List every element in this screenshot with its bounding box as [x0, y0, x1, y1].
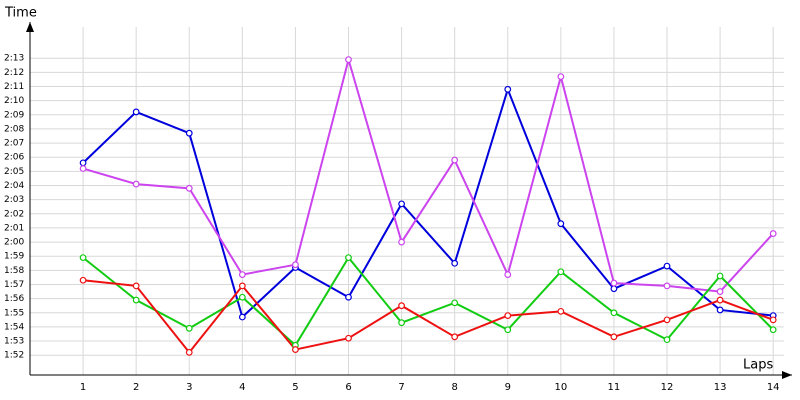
y-tick-label: 1:54 [4, 322, 24, 332]
y-tick-label: 2:05 [4, 167, 24, 177]
data-point [398, 302, 405, 310]
data-point [185, 129, 193, 137]
x-tick-label: 13 [714, 382, 727, 393]
x-tick-label: 2 [133, 382, 139, 393]
y-axis-label: Time [4, 6, 37, 21]
data-point [185, 184, 193, 192]
data-point [345, 254, 352, 262]
data-point [663, 262, 671, 270]
y-tick-label: 2:07 [4, 139, 24, 149]
data-point [504, 312, 512, 320]
x-tick-label: 1 [80, 382, 86, 393]
y-tick-label: 1:59 [4, 252, 24, 262]
data-point [610, 285, 618, 293]
data-point [292, 261, 299, 269]
data-point [451, 333, 459, 341]
data-point [132, 180, 140, 188]
x-tick-label: 6 [345, 382, 351, 393]
y-tick-label: 2:00 [4, 238, 24, 248]
series-line [82, 86, 774, 319]
data-point [557, 307, 565, 315]
series-line [82, 279, 774, 354]
data-point [345, 293, 352, 301]
y-tick-label: 1:58 [4, 266, 24, 276]
data-point [716, 306, 724, 314]
data-point [345, 334, 352, 342]
data-point [79, 159, 87, 167]
y-tick-label: 1:52 [4, 351, 24, 361]
y-tick-label: 2:03 [4, 195, 24, 205]
y-tick-label: 2:11 [4, 82, 24, 92]
data-point [398, 319, 405, 327]
data-point [132, 282, 140, 290]
data-point [557, 220, 565, 228]
data-point [557, 73, 565, 80]
x-tick-label: 9 [505, 382, 511, 393]
y-tick-label: 1:53 [4, 337, 24, 347]
data-point [769, 230, 777, 237]
data-point [79, 254, 87, 262]
x-tick-label: 10 [554, 382, 567, 393]
series-line [82, 255, 774, 347]
x-tick-label: 8 [451, 382, 457, 393]
data-point [185, 348, 193, 356]
data-point [716, 272, 724, 280]
data-point [769, 316, 777, 324]
grid [30, 27, 784, 375]
data-point [132, 108, 140, 116]
data-point [716, 296, 724, 304]
y-tick-label: 1:55 [4, 308, 24, 318]
y-tick-label: 2:09 [4, 110, 24, 120]
data-point [769, 326, 777, 334]
data-point [451, 259, 459, 267]
data-point [610, 309, 618, 317]
data-point [557, 268, 565, 276]
data-point [185, 324, 193, 332]
y-tick-label: 2:01 [4, 223, 24, 233]
data-point [504, 85, 512, 93]
x-tick-label: 5 [292, 382, 298, 393]
x-tick-label: 11 [608, 382, 621, 393]
data-point [398, 200, 405, 208]
data-point [504, 271, 512, 278]
y-axis-arrow [26, 22, 34, 32]
y-tick-label: 2:08 [4, 124, 24, 134]
y-tick-label: 2:06 [4, 153, 24, 163]
y-tick-label: 1:56 [4, 294, 24, 304]
y-tick-label: 2:13 [4, 54, 24, 64]
data-point [238, 293, 246, 301]
data-point [79, 165, 87, 172]
x-tick-label: 12 [661, 382, 674, 393]
y-tick-label: 2:12 [4, 68, 24, 78]
data-point [451, 156, 459, 164]
data-point [132, 296, 140, 304]
y-tick-label: 1:57 [4, 280, 24, 290]
data-point [238, 282, 246, 290]
data-point [451, 299, 459, 307]
x-axis-arrow [782, 371, 792, 379]
data-point [610, 279, 618, 287]
y-tick-label: 2:04 [4, 181, 24, 191]
series-line [82, 55, 774, 293]
x-tick-label: 7 [398, 382, 404, 393]
data-point [610, 333, 618, 341]
data-point [663, 282, 671, 290]
y-tick-label: 2:10 [4, 96, 24, 106]
data-point [292, 346, 299, 353]
data-point [238, 313, 246, 321]
x-axis-label: Laps [743, 358, 773, 373]
y-tick-label: 2:02 [4, 209, 24, 219]
data-point [345, 56, 352, 64]
x-tick-label: 3 [186, 382, 192, 393]
data-point [716, 288, 724, 295]
data-point [398, 238, 405, 246]
x-tick-label: 4 [239, 382, 245, 393]
x-tick-label: 14 [767, 382, 780, 393]
data-point [663, 316, 671, 324]
data-point [79, 276, 87, 284]
data-point [238, 271, 246, 278]
data-point [663, 336, 671, 344]
data-point [504, 326, 512, 334]
